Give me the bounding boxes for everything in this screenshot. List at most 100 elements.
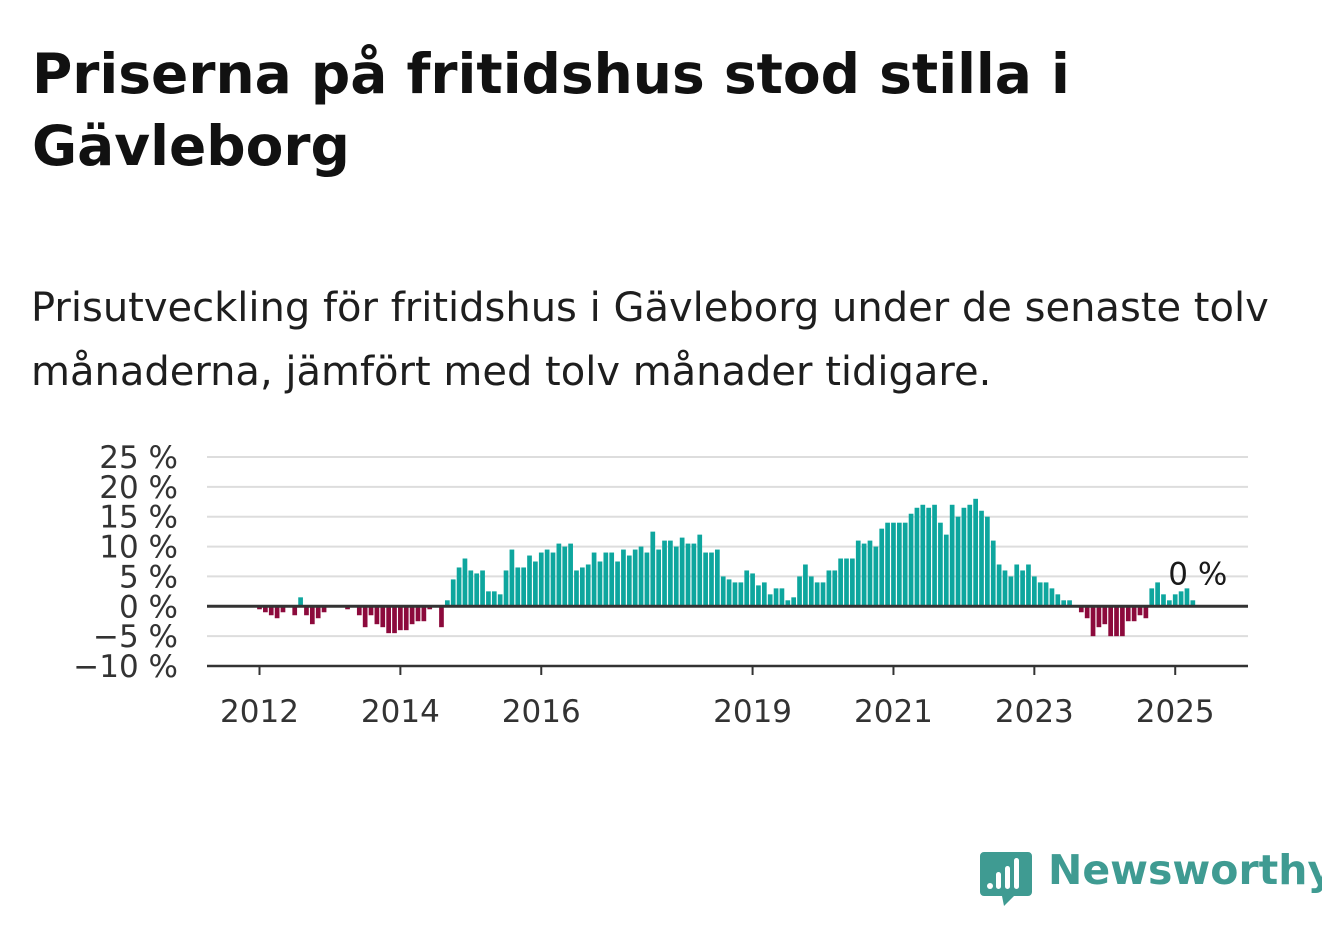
bar [891,522,896,607]
bar [621,549,626,607]
bar [1155,582,1160,607]
bar [491,591,497,607]
bar [990,540,996,607]
bar [1190,600,1196,607]
bar [298,597,303,607]
bar [808,576,814,607]
x-tick-label: 2016 [502,694,581,730]
x-axis-labels: 2012 2014 2016 2019 2021 2023 2025 [220,694,1215,730]
bar [1096,606,1102,628]
y-tick-label: 10 % [99,530,178,566]
bar [362,606,368,628]
y-tick-label: 20 % [99,470,178,506]
bar [650,531,656,607]
bar [538,552,544,607]
bar [533,561,538,607]
bar [697,534,703,607]
bar [409,606,415,625]
bar [985,516,990,607]
bar [926,507,932,607]
bar [1149,588,1155,607]
bar [973,498,978,607]
bar [1161,594,1166,607]
bar [1026,564,1031,607]
bar [832,570,838,607]
bar [1172,594,1178,607]
bar [902,522,908,607]
bar [263,606,268,613]
bar [1167,600,1172,607]
x-tick-label: 2021 [854,694,933,730]
bar [1137,606,1143,616]
bar [791,597,797,607]
bar [738,582,744,607]
bar [574,570,579,607]
bar-chart: 25 %20 %15 %10 %5 %0 %−5 %−10 % 2012 2014… [73,440,1248,730]
bar [773,588,779,607]
bar [1178,591,1184,607]
bar [961,507,967,607]
bar [1125,606,1131,622]
bar [474,573,480,607]
bar [861,543,867,607]
bar [1090,606,1096,637]
bar [515,567,521,607]
bar [1114,606,1119,637]
bar [603,552,609,607]
bar [1102,606,1108,625]
bar [943,534,949,607]
y-tick-label: 0 % [119,589,178,625]
bar [1002,570,1008,607]
bar [368,606,374,616]
x-tick-label: 2023 [995,694,1074,730]
bar [785,600,791,607]
chart-title: Priserna på fritidshus stod stilla i Gäv… [32,42,1070,178]
bar [309,606,315,625]
bar [685,543,691,607]
bar [1031,576,1037,607]
bar [638,546,644,607]
bar [967,504,973,607]
bar [938,522,943,607]
bar [497,594,503,607]
latest-value-label: 0 % [1168,556,1227,592]
bar [779,588,785,607]
bar [732,582,738,607]
bar [949,504,955,607]
bar [1049,588,1055,607]
brand-name: Newsworthy [1048,846,1322,894]
y-tick-label: −5 % [93,619,178,655]
bar [585,564,591,607]
bar [644,552,650,607]
bar [615,561,620,607]
x-tick-label: 2014 [361,694,440,730]
bar [873,546,879,607]
bar [668,540,673,607]
bar [920,504,926,607]
bar [709,552,714,607]
bar [1184,588,1190,607]
bar [462,558,468,607]
x-tick-label: 2019 [713,694,792,730]
bar [979,510,984,607]
bar [803,564,808,607]
bar [1084,606,1090,619]
bar [826,570,832,607]
bar [632,549,638,607]
bar [415,606,421,622]
bar [1043,582,1049,607]
bar [597,561,603,607]
bar [867,540,873,607]
bar [761,582,767,607]
bar [679,537,685,607]
bar [509,549,515,607]
bar [550,552,556,607]
bar [1143,606,1149,619]
bar [486,591,491,607]
bar [908,513,914,607]
bar [814,582,820,607]
bar [720,576,726,607]
bar [503,570,509,607]
bar [767,594,773,607]
bar [544,549,550,607]
